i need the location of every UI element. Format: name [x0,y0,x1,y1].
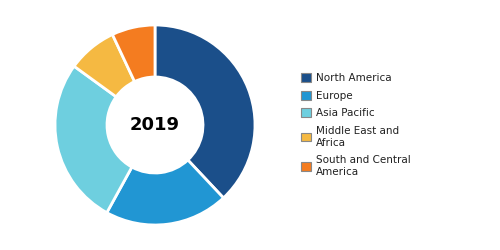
Wedge shape [107,160,224,225]
Text: 2019: 2019 [130,116,180,134]
Wedge shape [55,66,132,213]
Wedge shape [112,25,155,82]
Legend: North America, Europe, Asia Pacific, Middle East and
Africa, South and Central
A: North America, Europe, Asia Pacific, Mid… [298,70,414,180]
Wedge shape [155,25,255,198]
Wedge shape [74,34,134,97]
